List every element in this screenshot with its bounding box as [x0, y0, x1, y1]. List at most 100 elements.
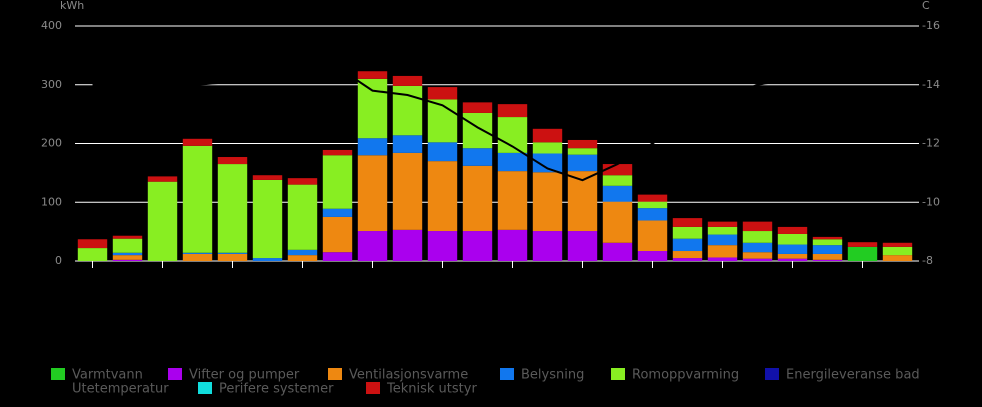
y2-tick-label: -16	[922, 19, 940, 32]
legend-swatch	[366, 382, 380, 394]
bar-segment	[497, 104, 528, 118]
bar-segment	[182, 145, 213, 253]
bar-segment	[217, 164, 248, 253]
bar-segment	[707, 245, 738, 258]
bar-segment	[742, 231, 773, 243]
bar-segment	[322, 208, 353, 217]
bar-segment	[462, 148, 493, 166]
bar-segment	[812, 253, 843, 260]
bar-segment	[112, 238, 143, 253]
bar-segment	[322, 252, 353, 261]
bar-segment	[77, 248, 108, 261]
bar-segment	[672, 251, 703, 259]
bar-segment	[777, 233, 808, 245]
bar-segment	[707, 257, 738, 261]
legend-label: Teknisk utstyr	[386, 382, 477, 397]
bar-segment	[252, 175, 283, 180]
bar-segment	[882, 246, 913, 256]
bar-segment	[357, 231, 388, 261]
bar-segment	[532, 153, 563, 173]
bar-segment	[567, 148, 598, 155]
bar-segment	[217, 157, 248, 165]
y2-tick-label: -12	[922, 137, 940, 150]
bar-segment	[462, 231, 493, 261]
bar-segment	[602, 242, 633, 261]
bar-segment	[497, 152, 528, 172]
bar-segment	[567, 139, 598, 149]
bar-segment	[672, 258, 703, 261]
bar-segment	[532, 142, 563, 154]
bar-segment	[567, 231, 598, 261]
legend-swatch	[51, 368, 65, 380]
legend-label: Varmtvann	[72, 368, 143, 383]
bar-segment	[182, 253, 213, 261]
y2-tick-label: -8	[922, 254, 933, 267]
y-tick-label: 400	[41, 19, 62, 32]
y-tick-label: 200	[41, 137, 62, 150]
bar-segment	[357, 71, 388, 79]
bar-segment	[252, 258, 283, 261]
bar-segment	[707, 226, 738, 235]
bar-segment	[672, 238, 703, 252]
legend-label: Energileveranse bad	[786, 368, 920, 383]
y2-axis-label: C	[922, 0, 930, 12]
bar-segment	[287, 249, 318, 256]
legend-label: Ventilasjonsvarme	[349, 368, 468, 383]
bar-segment	[462, 102, 493, 113]
legend-swatch	[611, 368, 625, 380]
temperature-line	[92, 66, 898, 182]
legend-swatch	[198, 382, 212, 394]
legend-label: Utetemperatur	[72, 382, 169, 397]
bar-segment	[777, 226, 808, 234]
bar-segment	[637, 220, 668, 252]
y-tick-label: 100	[41, 195, 62, 208]
bar-segment	[427, 161, 458, 232]
bar-segment	[812, 259, 843, 261]
bar-segment	[777, 244, 808, 254]
bar-segment	[427, 142, 458, 162]
bar-segment	[812, 239, 843, 246]
y-tick-label: 300	[41, 78, 62, 91]
bar-segment	[287, 184, 318, 250]
bar-segment	[707, 234, 738, 246]
legend-label: Belysning	[521, 368, 584, 383]
bar-segment	[147, 176, 178, 182]
bar-segment	[427, 87, 458, 100]
legend-label: Perifere systemer	[219, 382, 334, 397]
bar-segment	[182, 138, 213, 146]
bar-segment	[672, 218, 703, 227]
bar-segment	[707, 221, 738, 227]
bar-segment	[777, 258, 808, 261]
bar-segment	[427, 99, 458, 143]
bar-segment	[532, 172, 563, 232]
y2-tick-label: -10	[922, 195, 940, 208]
bar-segment	[812, 236, 843, 240]
bar-segment	[497, 229, 528, 261]
bar-segment	[287, 178, 318, 185]
bar-segment	[112, 255, 143, 260]
bar-segment	[427, 231, 458, 261]
legend-swatch	[765, 368, 779, 380]
bar-segment	[357, 155, 388, 232]
bar-segment	[357, 78, 388, 139]
bar-segment	[777, 253, 808, 259]
y-tick-label: 0	[55, 254, 62, 267]
bar-segment	[567, 154, 598, 172]
legend-swatch	[500, 368, 514, 380]
bar-segment	[252, 179, 283, 259]
bar-segment	[392, 75, 423, 86]
bar-segment	[392, 135, 423, 153]
bar-segment	[847, 246, 878, 261]
bar-segment	[322, 149, 353, 156]
bar-segment	[742, 258, 773, 261]
bar-segment	[602, 185, 633, 202]
bar-segment	[497, 171, 528, 230]
y2-tick-label: -14	[922, 78, 940, 91]
bar-segment	[532, 128, 563, 143]
bar-segment	[672, 226, 703, 239]
bar-segment	[462, 165, 493, 232]
bar-segment	[602, 201, 633, 243]
bar-segment	[112, 259, 143, 261]
